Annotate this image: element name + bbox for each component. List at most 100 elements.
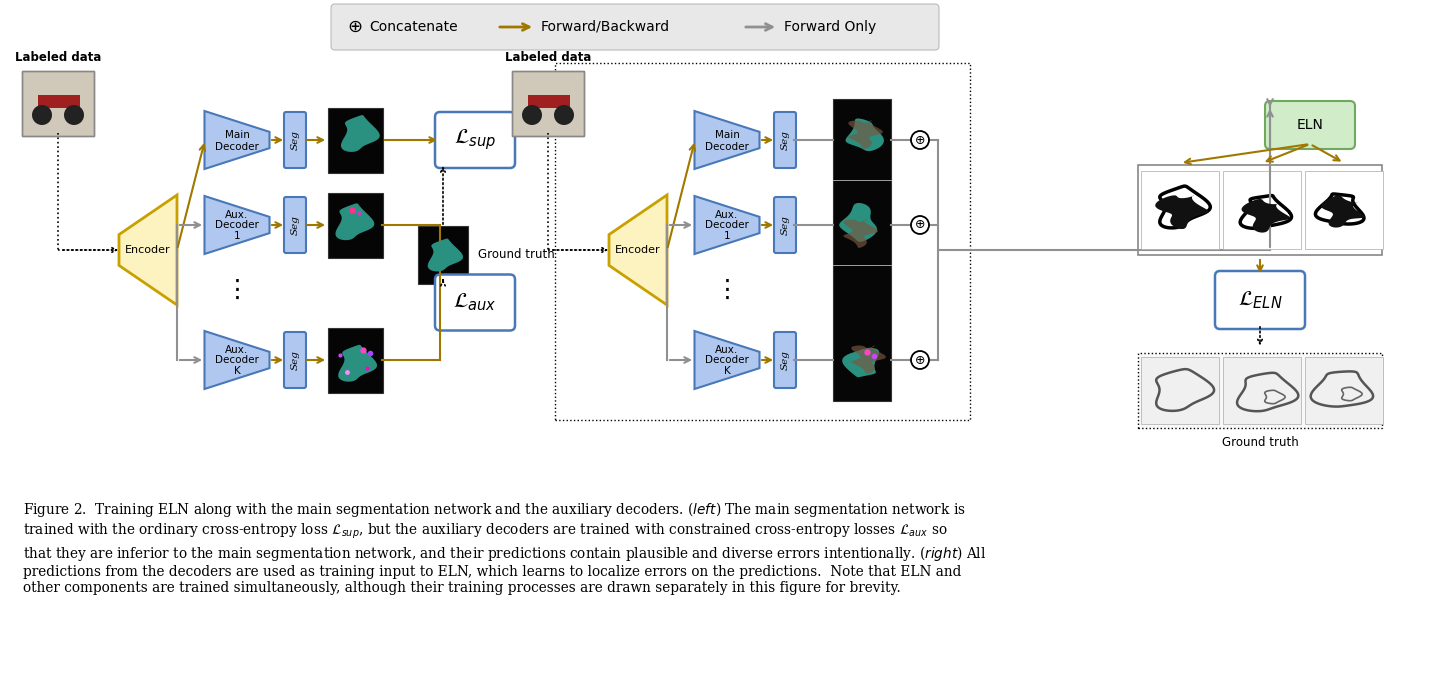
FancyBboxPatch shape bbox=[435, 275, 516, 330]
FancyBboxPatch shape bbox=[327, 328, 383, 392]
Polygon shape bbox=[845, 118, 884, 151]
FancyBboxPatch shape bbox=[1140, 171, 1220, 249]
Text: Labeled data: Labeled data bbox=[14, 51, 101, 64]
Text: $\oplus$: $\oplus$ bbox=[914, 218, 926, 231]
Text: $\mathcal{L}_{aux}$: $\mathcal{L}_{aux}$ bbox=[454, 292, 497, 313]
Text: Ground truth: Ground truth bbox=[1221, 436, 1299, 449]
Text: Seg: Seg bbox=[780, 130, 789, 150]
Polygon shape bbox=[336, 203, 374, 240]
Polygon shape bbox=[1159, 186, 1211, 228]
Circle shape bbox=[521, 105, 541, 125]
FancyBboxPatch shape bbox=[513, 71, 585, 135]
FancyBboxPatch shape bbox=[1305, 356, 1382, 424]
Circle shape bbox=[912, 131, 929, 149]
Text: Main: Main bbox=[225, 130, 249, 140]
Polygon shape bbox=[1315, 194, 1364, 224]
FancyBboxPatch shape bbox=[331, 4, 939, 50]
Circle shape bbox=[912, 216, 929, 234]
Text: Decoder: Decoder bbox=[706, 220, 749, 230]
Polygon shape bbox=[338, 345, 377, 381]
FancyBboxPatch shape bbox=[1264, 101, 1355, 149]
Text: $\mathcal{L}_{sup}$: $\mathcal{L}_{sup}$ bbox=[454, 128, 497, 152]
Polygon shape bbox=[1320, 195, 1365, 228]
FancyBboxPatch shape bbox=[284, 112, 305, 168]
FancyBboxPatch shape bbox=[775, 197, 796, 253]
Text: Decoder: Decoder bbox=[215, 142, 259, 152]
Text: Encoder: Encoder bbox=[125, 245, 171, 255]
Text: Seg: Seg bbox=[291, 215, 300, 235]
Text: Main: Main bbox=[714, 130, 739, 140]
Text: ⋮: ⋮ bbox=[714, 278, 740, 302]
Text: ELN: ELN bbox=[1296, 118, 1323, 132]
Polygon shape bbox=[694, 111, 759, 169]
FancyBboxPatch shape bbox=[775, 332, 796, 388]
Text: 1: 1 bbox=[724, 231, 730, 241]
Polygon shape bbox=[840, 203, 877, 242]
Circle shape bbox=[912, 351, 929, 369]
FancyBboxPatch shape bbox=[418, 226, 468, 284]
Polygon shape bbox=[844, 220, 878, 248]
Polygon shape bbox=[1155, 195, 1208, 229]
FancyBboxPatch shape bbox=[327, 192, 383, 258]
Text: Seg: Seg bbox=[780, 215, 789, 235]
Polygon shape bbox=[120, 195, 177, 305]
Text: Labeled data: Labeled data bbox=[505, 51, 592, 64]
Polygon shape bbox=[204, 111, 269, 169]
Polygon shape bbox=[694, 196, 759, 254]
Text: Encoder: Encoder bbox=[615, 245, 661, 255]
Text: Decoder: Decoder bbox=[215, 355, 259, 365]
Text: Aux.: Aux. bbox=[226, 345, 249, 355]
Polygon shape bbox=[609, 195, 667, 305]
Text: Decoder: Decoder bbox=[706, 355, 749, 365]
Text: Ground truth: Ground truth bbox=[478, 248, 554, 262]
FancyBboxPatch shape bbox=[284, 197, 305, 253]
FancyBboxPatch shape bbox=[284, 332, 305, 388]
Text: Forward/Backward: Forward/Backward bbox=[541, 20, 670, 34]
FancyBboxPatch shape bbox=[775, 112, 796, 168]
Text: Seg: Seg bbox=[291, 350, 300, 370]
FancyBboxPatch shape bbox=[1215, 271, 1305, 329]
Text: K: K bbox=[724, 366, 730, 376]
Polygon shape bbox=[37, 95, 81, 108]
FancyBboxPatch shape bbox=[832, 99, 891, 401]
Polygon shape bbox=[1240, 196, 1292, 228]
Polygon shape bbox=[204, 331, 269, 389]
Polygon shape bbox=[528, 95, 570, 108]
Text: K: K bbox=[233, 366, 240, 376]
Circle shape bbox=[32, 105, 52, 125]
Bar bbox=[1138, 352, 1382, 428]
FancyBboxPatch shape bbox=[327, 107, 383, 173]
Text: Aux.: Aux. bbox=[716, 210, 739, 220]
Text: 1: 1 bbox=[233, 231, 240, 241]
Text: $\mathcal{L}_{ELN}$: $\mathcal{L}_{ELN}$ bbox=[1238, 289, 1282, 311]
FancyBboxPatch shape bbox=[435, 112, 516, 168]
Text: Seg: Seg bbox=[780, 350, 789, 370]
Polygon shape bbox=[428, 239, 464, 271]
Circle shape bbox=[554, 105, 575, 125]
Text: Decoder: Decoder bbox=[215, 220, 259, 230]
Text: $\oplus$: $\oplus$ bbox=[914, 354, 926, 367]
FancyBboxPatch shape bbox=[1223, 171, 1300, 249]
Circle shape bbox=[63, 105, 84, 125]
FancyBboxPatch shape bbox=[1305, 171, 1382, 249]
Text: $\oplus$: $\oplus$ bbox=[914, 133, 926, 146]
Text: Figure 2.  Training ELN along with the main segmentation network and the auxilia: Figure 2. Training ELN along with the ma… bbox=[23, 500, 986, 595]
FancyBboxPatch shape bbox=[1140, 356, 1220, 424]
Polygon shape bbox=[842, 348, 880, 377]
FancyBboxPatch shape bbox=[1138, 165, 1382, 255]
Polygon shape bbox=[694, 331, 759, 389]
Bar bbox=[554, 63, 971, 420]
Text: ⋮: ⋮ bbox=[225, 278, 249, 302]
Polygon shape bbox=[204, 196, 269, 254]
Text: $\oplus$: $\oplus$ bbox=[347, 18, 363, 36]
Text: Seg: Seg bbox=[291, 130, 300, 150]
FancyBboxPatch shape bbox=[22, 71, 94, 135]
Polygon shape bbox=[1241, 199, 1290, 233]
Text: Aux.: Aux. bbox=[226, 210, 249, 220]
Polygon shape bbox=[341, 115, 380, 152]
Polygon shape bbox=[848, 120, 883, 149]
Text: Decoder: Decoder bbox=[706, 142, 749, 152]
FancyBboxPatch shape bbox=[1223, 356, 1300, 424]
Text: Forward Only: Forward Only bbox=[783, 20, 877, 34]
Text: Concatenate: Concatenate bbox=[369, 20, 458, 34]
